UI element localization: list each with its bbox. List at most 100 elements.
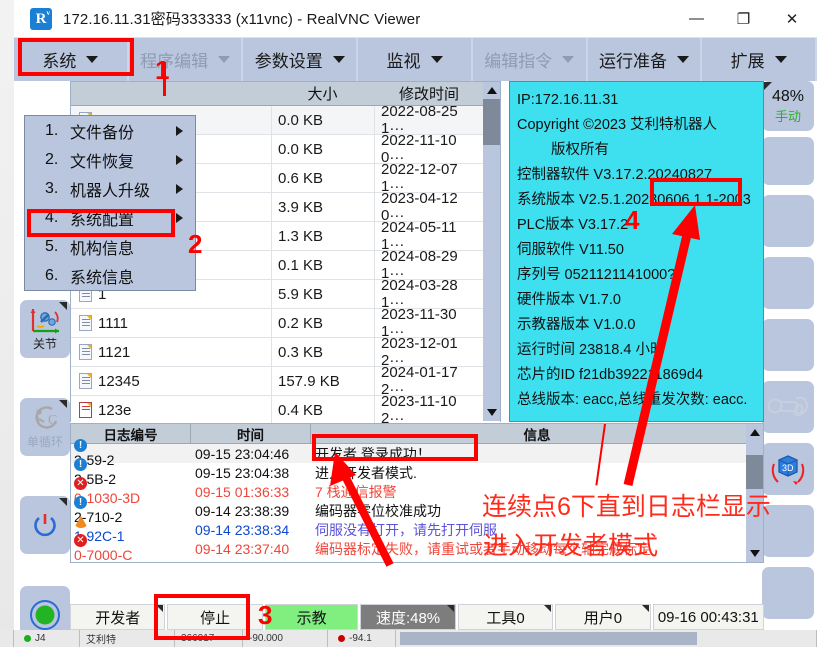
dropdown-item-2[interactable]: 2. 文件恢复 xyxy=(25,145,195,174)
minimize-icon[interactable]: — xyxy=(689,10,704,27)
rail-button-8[interactable] xyxy=(762,505,814,557)
column-header-size[interactable]: 大小 xyxy=(307,86,338,103)
status-cell-3[interactable]: 速度:48% xyxy=(360,604,456,630)
menu-parameter-settings[interactable]: 参数设置 xyxy=(243,38,359,81)
maximize-icon[interactable]: ❐ xyxy=(736,10,751,28)
table-row[interactable]: 123e 0.4 KB 2023-11-10 2··· xyxy=(71,393,500,427)
dropdown-item-label: 机构信息 xyxy=(70,240,135,258)
table-row[interactable]: 12345 157.9 KB 2024-01-17 2··· xyxy=(71,364,500,398)
chevron-down-icon xyxy=(676,56,689,63)
file-size-cell: 5.9 KB xyxy=(271,280,374,308)
table-row[interactable]: 1121 0.3 KB 2023-12-01 2··· xyxy=(71,335,500,369)
annotation-note-line1: 连续点6下直到日志栏显示 xyxy=(482,493,771,521)
annotation-number-4: 4 xyxy=(625,205,640,235)
dropdown-item-5[interactable]: 5. 机构信息 xyxy=(25,232,195,261)
menu-extension-label: 扩展 xyxy=(730,52,765,71)
annotation-leader-1 xyxy=(163,62,166,96)
log-time-cell: 09-14 23:37:40 xyxy=(195,540,290,557)
chevron-down-icon xyxy=(332,56,345,63)
status-cell-0[interactable]: 开发者 xyxy=(70,604,166,630)
log-row[interactable]: ! 2-59-2 09-15 23:04:46 开发者 登录成功！ xyxy=(71,439,763,468)
dropdown-item-3[interactable]: 3. 机器人升级 xyxy=(25,174,195,203)
system-info-line: 示教器版本 V1.0.0 xyxy=(517,317,636,333)
system-info-line: PLC版本 V3.17.2 xyxy=(517,217,629,233)
menu-monitor[interactable]: 监视 xyxy=(358,38,473,81)
teach-pendant-app: 系统 程序编辑 参数设置 监视 编辑指令 运行准备 xyxy=(14,38,817,647)
dropdown-item-6[interactable]: 6. 系统信息 xyxy=(25,261,195,290)
scroll-up-icon[interactable] xyxy=(746,424,763,441)
column-header-time[interactable]: 修改时间 xyxy=(398,86,459,103)
chevron-down-icon xyxy=(562,56,575,63)
annotation-number-2: 2 xyxy=(188,229,203,259)
rail-button-power[interactable] xyxy=(20,496,70,554)
file-time-cell: 2024-03-28 1··· xyxy=(374,277,484,311)
log-row[interactable]: ✕ 0-7000-C 09-14 23:37:40 编码器标定失败，请重试或者手动移动… xyxy=(71,534,763,563)
document-file-icon xyxy=(79,373,92,389)
error-icon: ✕ xyxy=(74,534,87,547)
three-d-view-icon: 3D xyxy=(771,455,805,485)
rail-button-2[interactable] xyxy=(762,137,814,185)
file-size-cell: 0.1 KB xyxy=(271,251,374,279)
window-title: 172.16.11.31密码333333 (x11vnc) - RealVNC … xyxy=(63,11,421,28)
status-cell-label: 开发者 xyxy=(95,609,141,627)
system-info-line: 版权所有 xyxy=(551,142,609,158)
table-row[interactable]: 1111 0.2 KB 2023-11-30 1··· xyxy=(71,306,500,340)
info-icon: ! xyxy=(74,439,87,452)
rail-button-9[interactable] xyxy=(762,567,814,619)
progress-bar xyxy=(400,632,697,645)
chevron-right-icon xyxy=(176,183,183,194)
file-list-scrollbar[interactable] xyxy=(483,82,500,421)
rail-button-single-cycle[interactable]: C 单循环 xyxy=(20,398,70,456)
chevron-down-icon xyxy=(774,56,787,63)
realvnc-logo-icon: R v xyxy=(30,7,52,30)
scrollbar-thumb[interactable] xyxy=(746,455,763,489)
rail-button-joint[interactable]: 关节 xyxy=(20,300,70,358)
value-2: -90.000 xyxy=(249,633,283,644)
rail-button-3[interactable] xyxy=(762,195,814,247)
rail-button-4[interactable] xyxy=(762,257,814,309)
close-icon[interactable]: ✕ xyxy=(785,10,799,28)
scroll-down-icon[interactable] xyxy=(483,404,500,421)
system-info-line: 运行时间 23818.4 小时 xyxy=(517,342,665,358)
info-icon: ! xyxy=(74,458,87,471)
status-cell-label: 停止 xyxy=(200,609,231,627)
status-cell-4[interactable]: 工具0 xyxy=(457,604,554,630)
window-controls: — ❐ ✕ xyxy=(673,0,817,37)
speed-percent: 48% xyxy=(771,87,805,105)
rail-speed-mode-button[interactable]: 48% 手动 xyxy=(762,81,814,131)
scrollbar-track[interactable] xyxy=(483,145,500,404)
system-dropdown-menu[interactable]: 1. 文件备份 2. 文件恢复 3. 机器人升级 4. 系统配置 5. 机构信息 6. 系统信息 xyxy=(24,115,196,291)
menu-edit-instruction[interactable]: 编辑指令 xyxy=(473,38,588,81)
status-cell-label: 示教 xyxy=(296,609,327,627)
file-size-cell: 0.4 KB xyxy=(271,396,374,424)
scroll-up-icon[interactable] xyxy=(483,82,500,99)
rail-button-5[interactable] xyxy=(762,319,814,371)
status-cell-1[interactable]: 停止 xyxy=(167,604,263,630)
status-cell-5[interactable]: 用户0 xyxy=(555,604,651,630)
system-info-line: 硬件版本 V1.7.0 xyxy=(517,292,621,308)
chevron-right-icon xyxy=(176,125,183,136)
window-titlebar: R v 172.16.11.31密码333333 (x11vnc) - Real… xyxy=(14,0,817,38)
column-header-name[interactable] xyxy=(71,82,271,105)
file-time-cell: 2022-11-10 0··· xyxy=(374,132,484,166)
status-cell-2[interactable]: 示教 xyxy=(264,604,359,630)
rail-button-jog[interactable] xyxy=(762,381,814,433)
menu-run-prepare[interactable]: 运行准备 xyxy=(588,38,703,81)
file-name-label: 123e xyxy=(98,401,132,419)
dropdown-item-4[interactable]: 4. 系统配置 xyxy=(25,203,195,232)
log-message-cell: 开发者 登录成功！ xyxy=(315,445,431,462)
dropdown-item-number: 1. xyxy=(45,121,59,139)
status-cell-6[interactable]: 09-16 00:43:31 xyxy=(652,604,764,630)
rail-button-3d-view[interactable]: 3D xyxy=(762,443,814,495)
value-3: -94.1 xyxy=(349,633,372,644)
log-scrollbar[interactable] xyxy=(746,424,763,562)
corner-marker-icon xyxy=(59,400,67,408)
mode-label: 手动 xyxy=(774,108,801,124)
menu-extension[interactable]: 扩展 xyxy=(702,38,817,81)
file-name-label: 1111 xyxy=(98,314,129,332)
dropdown-item-1[interactable]: 1. 文件备份 xyxy=(25,116,195,145)
menu-program-edit[interactable]: 程序编辑 xyxy=(129,38,244,81)
menu-system[interactable]: 系统 xyxy=(14,38,129,81)
scrollbar-thumb[interactable] xyxy=(483,99,500,145)
scroll-down-icon[interactable] xyxy=(746,545,763,562)
